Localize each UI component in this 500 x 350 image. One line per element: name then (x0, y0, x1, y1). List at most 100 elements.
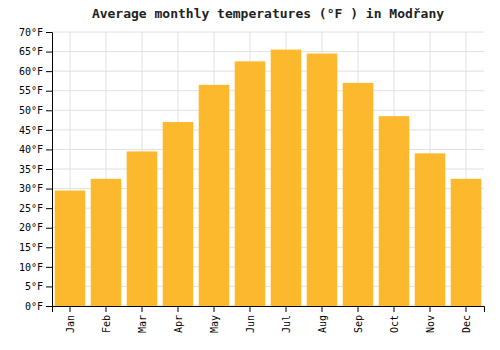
y-tick-label: 40°F (19, 144, 43, 155)
y-tick: 5°F (25, 281, 52, 292)
y-tick: 20°F (19, 222, 52, 233)
plot: 0°F 5°F 10°F 15°F 20°F 25°F 30°F 35°F 40°F 45°F 50… (19, 27, 485, 333)
y-tick-label: 55°F (19, 85, 43, 96)
y-tick-label: 35°F (19, 164, 43, 175)
y-tick-mark (46, 189, 52, 190)
x-tick: Aug (317, 306, 328, 333)
y-grid-line (52, 71, 484, 72)
bar (343, 83, 374, 306)
bar (451, 179, 482, 306)
y-tick-mark (46, 169, 52, 170)
y-axis: 0°F 5°F 10°F 15°F 20°F 25°F 30°F 35°F 40°F 45°F 50… (19, 27, 53, 312)
x-tick-mark (250, 306, 251, 312)
x-tick-mark (178, 306, 179, 312)
y-tick-mark (46, 228, 52, 229)
x-tick-label: Nov (425, 315, 436, 333)
bar (307, 54, 338, 306)
x-tick-label: Feb (101, 315, 112, 333)
y-tick: 60°F (19, 66, 52, 77)
bar (199, 85, 230, 306)
y-grid-line (52, 90, 484, 91)
x-tick-label: Aug (317, 315, 328, 333)
x-tick: Jun (245, 306, 256, 333)
chart: 0°F 5°F 10°F 15°F 20°F 25°F 30°F 35°F 40°F 45°F 50… (0, 0, 500, 350)
title: Average monthly temperatures (°F ) in Mo… (92, 6, 444, 21)
y-tick: 65°F (19, 46, 52, 57)
bar (379, 116, 410, 306)
bar (235, 61, 266, 306)
x-tick: May (209, 306, 220, 333)
x-tick: Feb (101, 306, 112, 333)
y-grid-line (52, 129, 484, 130)
y-tick-label: 20°F (19, 222, 43, 233)
y-tick-mark (46, 267, 52, 268)
x-tick-label: Jun (245, 315, 256, 333)
bar (415, 153, 446, 306)
y-grid-line (52, 110, 484, 111)
y-grid-line (52, 51, 484, 52)
y-grid-line (52, 32, 484, 33)
y-tick-label: 60°F (19, 66, 43, 77)
x-tick: Mar (137, 306, 148, 333)
y-tick: 30°F (19, 183, 52, 194)
y-tick: 45°F (19, 125, 52, 136)
x-tick-mark (286, 306, 287, 312)
y-tick-label: 0°F (25, 301, 43, 312)
y-tick-label: 25°F (19, 203, 43, 214)
y-tick-mark (46, 208, 52, 209)
x-tick: Apr (173, 306, 184, 333)
x-tick-mark (214, 306, 215, 312)
bar (127, 151, 158, 306)
y-tick-mark (46, 130, 52, 131)
x-tick-label: May (209, 315, 220, 333)
x-tick: Oct (389, 306, 400, 333)
y-tick: 55°F (19, 85, 52, 96)
x-tick: Jan (65, 306, 76, 333)
y-tick-label: 65°F (19, 46, 43, 57)
y-tick: 40°F (19, 144, 52, 155)
bars (55, 50, 482, 306)
y-tick-mark (46, 71, 52, 72)
y-tick: 0°F (25, 301, 52, 312)
x-tick: Sep (353, 306, 364, 333)
y-tick-label: 50°F (19, 105, 43, 116)
y-grid-line (52, 149, 484, 150)
x-tick-label: Oct (389, 315, 400, 333)
y-tick-label: 45°F (19, 125, 43, 136)
y-tick-mark (46, 247, 52, 248)
x-tick-label: Jul (281, 315, 292, 333)
bar (91, 179, 122, 306)
x-tick-mark (322, 306, 323, 312)
x-axis-line (53, 307, 485, 313)
grid (52, 32, 484, 306)
y-tick: 15°F (19, 242, 52, 253)
y-tick: 10°F (19, 262, 52, 273)
x-tick: Jul (281, 306, 292, 333)
x-axis: Jan Feb Mar Apr May Jun Jul Aug Sep Oct Nov Dec (53, 306, 485, 333)
bar (163, 122, 194, 306)
y-tick-label: 5°F (25, 281, 43, 292)
y-tick: 35°F (19, 164, 52, 175)
y-tick: 70°F (19, 27, 52, 38)
x-tick-mark (358, 306, 359, 312)
y-tick-mark (46, 110, 52, 111)
y-tick-mark (46, 149, 52, 150)
y-tick-label: 70°F (19, 27, 43, 38)
bar (271, 50, 302, 306)
y-tick: 50°F (19, 105, 52, 116)
y-tick-mark (46, 52, 52, 53)
x-tick-label: Apr (173, 315, 184, 333)
x-tick-label: Sep (353, 315, 364, 333)
y-tick-mark (46, 306, 52, 307)
x-tick-label: Mar (137, 315, 148, 333)
y-tick-mark (46, 32, 52, 33)
y-tick: 25°F (19, 203, 52, 214)
x-tick: Nov (425, 306, 436, 333)
x-tick-mark (466, 306, 467, 312)
x-tick: Dec (461, 306, 472, 333)
y-tick-label: 30°F (19, 183, 43, 194)
y-axis-line (46, 33, 53, 307)
x-tick-label: Dec (461, 315, 472, 333)
x-tick-mark (70, 306, 71, 312)
bar (55, 191, 86, 306)
